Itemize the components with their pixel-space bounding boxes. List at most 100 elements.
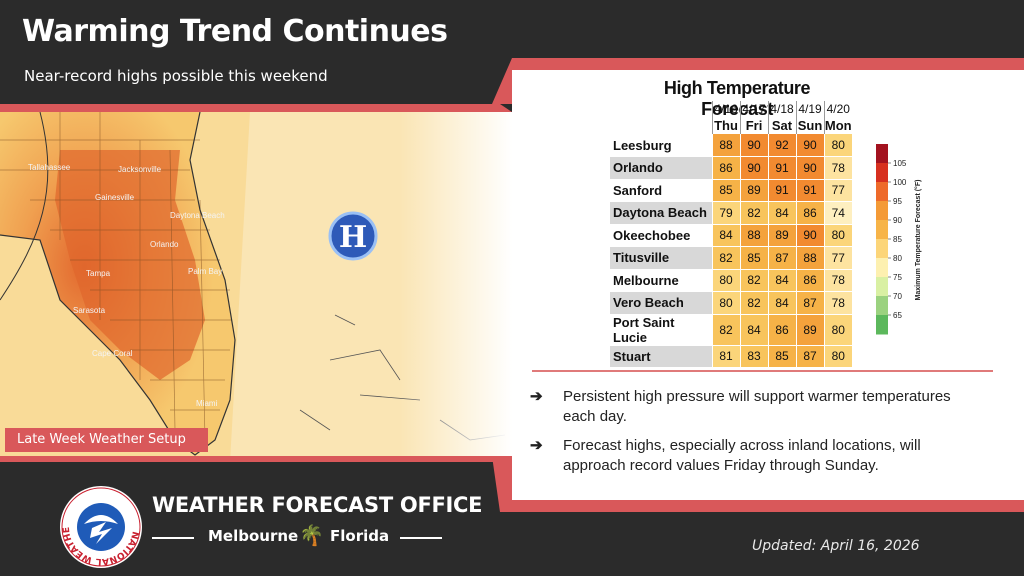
arrow-icon: ➔ bbox=[530, 388, 543, 405]
svg-text:Orlando: Orlando bbox=[150, 240, 179, 249]
temp-cell: 83 bbox=[739, 345, 768, 368]
palm-tree-icon: 🌴 bbox=[299, 523, 324, 547]
temp-cell: 89 bbox=[739, 179, 768, 202]
temp-cell: 90 bbox=[739, 156, 768, 180]
temp-cell: 80 bbox=[711, 291, 740, 315]
legend-title: Maximum Temperature Forecast (°F) bbox=[914, 180, 922, 301]
date-header: 4/17 bbox=[739, 101, 768, 117]
high-pressure-icon: H bbox=[328, 211, 378, 261]
temp-cell: 89 bbox=[795, 314, 824, 346]
bullet-text: Persistent high pressure will support wa… bbox=[563, 388, 951, 425]
divider-line bbox=[400, 537, 442, 539]
city-cell: Port Saint Lucie bbox=[610, 314, 712, 346]
legend-tick-label: 105 bbox=[893, 159, 907, 168]
temp-cell: 90 bbox=[795, 134, 824, 157]
temp-cell: 88 bbox=[739, 224, 768, 247]
legend-tick-label: 75 bbox=[893, 273, 902, 282]
city-cell: Leesburg bbox=[610, 134, 712, 157]
svg-text:Cape Coral: Cape Coral bbox=[92, 349, 133, 358]
temp-cell: 86 bbox=[767, 314, 796, 346]
city-cell: Stuart bbox=[610, 345, 712, 368]
temp-cell: 82 bbox=[739, 201, 768, 225]
day-row: Thu Fri Sat Sun Mon bbox=[610, 117, 852, 134]
day-header: Fri bbox=[739, 117, 768, 134]
temp-cell: 80 bbox=[711, 269, 740, 292]
temp-cell: 86 bbox=[795, 269, 824, 292]
svg-text:Tampa: Tampa bbox=[86, 269, 111, 278]
legend-swatch bbox=[876, 182, 888, 202]
nws-seal-icon: NATIONAL WEATHER SERVICE bbox=[58, 484, 142, 568]
legend-swatch bbox=[876, 315, 888, 335]
temp-cell: 88 bbox=[795, 246, 824, 270]
forecast-table: 4/16 4/17 4/18 4/19 4/20 Thu Fri Sat Sun… bbox=[610, 101, 852, 368]
svg-text:Miami: Miami bbox=[196, 399, 218, 408]
temp-cell: 78 bbox=[823, 291, 852, 315]
bullet-text: Forecast highs, especially across inland… bbox=[563, 437, 921, 474]
temp-cell: 86 bbox=[711, 156, 740, 180]
city-cell: Daytona Beach bbox=[610, 201, 712, 225]
date-header: 4/19 bbox=[795, 101, 824, 117]
svg-text:Gainesville: Gainesville bbox=[95, 193, 135, 202]
temp-cell: 88 bbox=[711, 134, 740, 157]
table-row: Daytona Beach 79 82 84 86 74 bbox=[610, 201, 852, 225]
temp-cell: 80 bbox=[823, 345, 852, 368]
date-row: 4/16 4/17 4/18 4/19 4/20 bbox=[610, 101, 852, 117]
day-header: Sat bbox=[767, 117, 796, 134]
table-row: Vero Beach 80 82 84 87 78 bbox=[610, 291, 852, 315]
day-header: Sun bbox=[795, 117, 824, 134]
temp-cell: 85 bbox=[711, 179, 740, 202]
temp-cell: 77 bbox=[823, 179, 852, 202]
temp-cell: 90 bbox=[739, 134, 768, 157]
temp-cell: 84 bbox=[739, 314, 768, 346]
svg-text:H: H bbox=[339, 220, 367, 255]
legend-tick-label: 90 bbox=[893, 216, 902, 225]
legend-tick-label: 65 bbox=[893, 311, 902, 320]
legend-swatch bbox=[876, 258, 888, 278]
table-row: Orlando 86 90 91 90 78 bbox=[610, 156, 852, 180]
temp-cell: 90 bbox=[795, 224, 824, 247]
svg-text:Palm Bay: Palm Bay bbox=[188, 267, 222, 276]
page-subtitle: Near-record highs possible this weekend bbox=[24, 67, 328, 85]
temp-cell: 84 bbox=[767, 201, 796, 225]
temp-cell: 90 bbox=[795, 156, 824, 180]
svg-text:Jacksonville: Jacksonville bbox=[118, 165, 162, 174]
temp-cell: 82 bbox=[711, 314, 740, 346]
date-header: 4/16 bbox=[711, 101, 740, 117]
svg-text:Daytona Beach: Daytona Beach bbox=[170, 211, 225, 220]
date-header: 4/20 bbox=[823, 101, 852, 117]
city-cell: Vero Beach bbox=[610, 291, 712, 315]
temp-cell: 87 bbox=[795, 345, 824, 368]
temp-cell: 84 bbox=[711, 224, 740, 247]
legend-swatch bbox=[876, 277, 888, 297]
table-row: Port Saint Lucie 82 84 86 89 80 bbox=[610, 314, 852, 346]
temp-cell: 86 bbox=[795, 201, 824, 225]
temp-cell: 84 bbox=[767, 269, 796, 292]
day-header: Mon bbox=[823, 117, 852, 134]
city-cell: Okeechobee bbox=[610, 224, 712, 247]
temp-cell: 82 bbox=[739, 269, 768, 292]
temp-cell: 74 bbox=[823, 201, 852, 225]
svg-text:Sarasota: Sarasota bbox=[73, 306, 106, 315]
legend-swatch bbox=[876, 144, 888, 164]
state-name: Florida bbox=[330, 527, 390, 545]
temp-cell: 85 bbox=[767, 345, 796, 368]
table-row: Okeechobee 84 88 89 90 80 bbox=[610, 224, 852, 247]
map-caption: Late Week Weather Setup bbox=[5, 428, 208, 452]
temperature-legend: 105 100 95 90 85 80 75 70 65 Maximum Temperature… bbox=[876, 144, 922, 335]
city-cell: Melbourne bbox=[610, 269, 712, 292]
city-cell: Titusville bbox=[610, 246, 712, 270]
panel-divider bbox=[532, 370, 993, 372]
temp-cell: 82 bbox=[711, 246, 740, 270]
table-row: Leesburg 88 90 92 90 80 bbox=[610, 134, 852, 157]
legend-swatch bbox=[876, 220, 888, 240]
table-row: Stuart 81 83 85 87 80 bbox=[610, 345, 852, 368]
legend-tick-label: 70 bbox=[893, 292, 902, 301]
temp-cell: 80 bbox=[823, 224, 852, 247]
temp-cell: 84 bbox=[767, 291, 796, 315]
temp-cell: 91 bbox=[767, 179, 796, 202]
divider-line bbox=[152, 537, 194, 539]
day-header: Thu bbox=[711, 117, 740, 134]
temp-cell: 77 bbox=[823, 246, 852, 270]
legend-swatch bbox=[876, 201, 888, 221]
temp-cell: 81 bbox=[711, 345, 740, 368]
